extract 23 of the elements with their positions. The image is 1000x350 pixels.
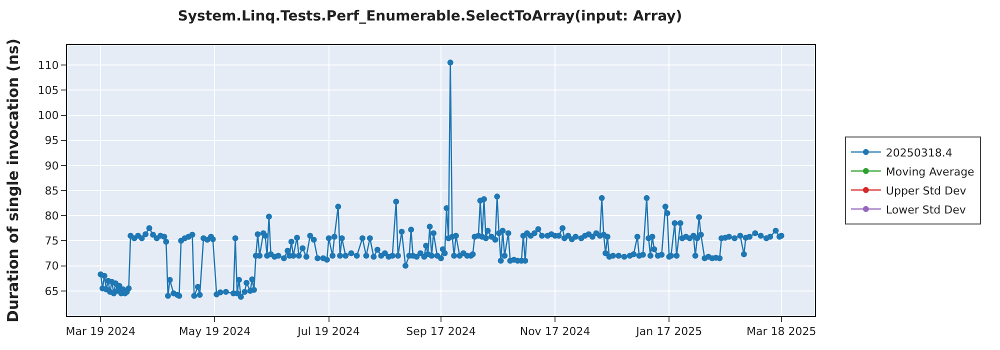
legend-label: Upper Std Dev (886, 184, 967, 198)
legend-label: 20250318.4 (886, 146, 952, 160)
y-tick-label: 70 (44, 260, 59, 273)
y-tick-label: 90 (44, 159, 59, 172)
y-tick-label: 65 (44, 284, 59, 298)
legend-label: Moving Average (886, 165, 975, 178)
x-tick-label: Mar 19 2024 (66, 325, 136, 338)
y-tick-label: 110 (38, 58, 59, 72)
chart-title: System.Linq.Tests.Perf_Enumerable.SelectToArray(input: Array) (178, 8, 682, 24)
x-tick-label: May 19 2024 (178, 325, 251, 338)
y-axis-title: Duration of single invocation (ns) (4, 38, 22, 322)
y-tick-label: 100 (38, 109, 59, 122)
x-tick-label: Nov 17 2024 (520, 325, 590, 338)
y-tick-label: 105 (38, 84, 59, 98)
legend-label: Lower Std Dev (886, 203, 966, 216)
x-tick-label: Jul 19 2024 (296, 325, 360, 338)
y-tick-label: 95 (44, 134, 59, 148)
x-tick-label: Sep 17 2024 (406, 325, 476, 338)
x-tick-label: Mar 18 2025 (746, 325, 816, 338)
x-tick-label: Jan 17 2025 (635, 325, 702, 338)
y-tick-label: 85 (44, 184, 59, 198)
y-tick-label: 75 (44, 234, 59, 248)
y-tick-label: 80 (44, 209, 59, 222)
